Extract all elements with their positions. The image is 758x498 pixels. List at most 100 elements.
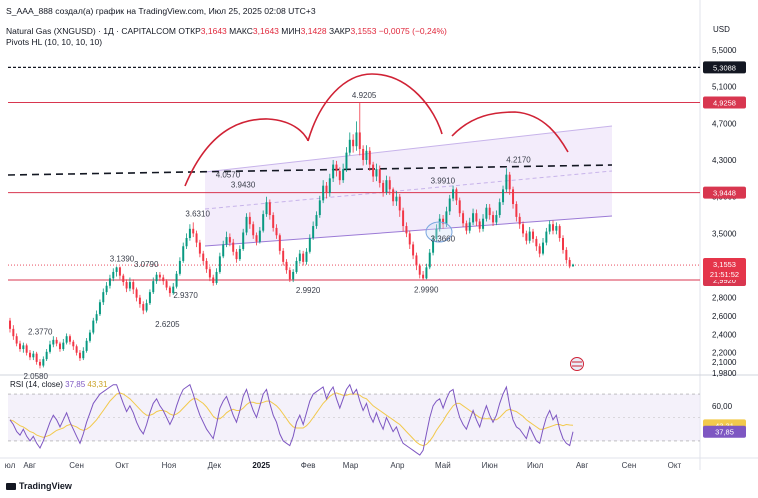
candle[interactable]	[498, 198, 501, 218]
candle[interactable]	[528, 226, 531, 244]
candle[interactable]	[428, 249, 431, 270]
candle[interactable]	[292, 269, 295, 283]
candle[interactable]	[368, 147, 371, 171]
candle[interactable]	[405, 222, 408, 238]
candle[interactable]	[565, 247, 568, 264]
candle[interactable]	[172, 282, 175, 295]
candle[interactable]	[298, 249, 301, 264]
candle[interactable]	[55, 337, 58, 347]
candle[interactable]	[152, 277, 155, 294]
candle[interactable]	[275, 224, 278, 239]
candle[interactable]	[212, 274, 215, 286]
candle[interactable]	[342, 163, 345, 183]
rsi-ma-line[interactable]	[9, 392, 574, 447]
candle[interactable]	[505, 168, 508, 193]
candle[interactable]	[438, 214, 441, 232]
candle[interactable]	[412, 241, 415, 260]
candle[interactable]	[95, 310, 98, 324]
candle[interactable]	[222, 240, 225, 259]
candle[interactable]	[42, 356, 45, 368]
candle[interactable]	[422, 271, 425, 281]
candle[interactable]	[98, 299, 101, 317]
rsi-line[interactable]	[9, 383, 574, 456]
candle[interactable]	[38, 359, 41, 369]
candle[interactable]	[318, 195, 321, 218]
candle[interactable]	[312, 221, 315, 240]
candle[interactable]	[148, 289, 151, 305]
candle[interactable]	[175, 271, 178, 289]
candle[interactable]	[32, 350, 35, 361]
candle[interactable]	[248, 212, 251, 229]
candle[interactable]	[142, 301, 145, 315]
candle[interactable]	[132, 279, 135, 294]
candle[interactable]	[345, 147, 348, 172]
candle[interactable]	[208, 266, 211, 282]
candle[interactable]	[545, 227, 548, 246]
candle[interactable]	[232, 238, 235, 256]
candle[interactable]	[178, 257, 181, 276]
candle[interactable]	[482, 214, 485, 232]
candle[interactable]	[282, 248, 285, 266]
candle[interactable]	[325, 182, 328, 199]
candle[interactable]	[162, 274, 165, 285]
candle[interactable]	[402, 207, 405, 232]
candle[interactable]	[85, 338, 88, 353]
candle[interactable]	[25, 343, 28, 356]
candle[interactable]	[265, 196, 268, 217]
candle[interactable]	[315, 211, 318, 229]
candle[interactable]	[548, 220, 551, 235]
candle[interactable]	[285, 259, 288, 274]
candle[interactable]	[322, 180, 325, 204]
candle[interactable]	[22, 342, 25, 353]
candle[interactable]	[255, 232, 258, 246]
candle[interactable]	[19, 340, 21, 352]
candle[interactable]	[258, 226, 261, 244]
candle[interactable]	[392, 187, 395, 206]
candle[interactable]	[72, 339, 75, 350]
candle[interactable]	[245, 213, 248, 236]
tradingview-logo[interactable]: TradingView	[6, 481, 72, 491]
low-highlight-circle[interactable]	[425, 221, 453, 243]
candle[interactable]	[65, 333, 68, 345]
candle[interactable]	[348, 132, 351, 156]
candle[interactable]	[335, 160, 338, 177]
candle[interactable]	[295, 257, 298, 274]
candle[interactable]	[385, 175, 388, 195]
candle[interactable]	[452, 185, 455, 202]
channel-lower-line[interactable]	[204, 215, 613, 247]
candle[interactable]	[485, 204, 488, 222]
candle[interactable]	[82, 347, 85, 361]
candle[interactable]	[418, 263, 421, 279]
candle[interactable]	[358, 103, 361, 156]
head-arc[interactable]	[307, 73, 443, 142]
candle[interactable]	[552, 220, 555, 235]
candle[interactable]	[365, 145, 368, 165]
candle[interactable]	[415, 252, 418, 271]
candle[interactable]	[182, 242, 185, 263]
candle[interactable]	[458, 197, 461, 217]
right-shoulder-arc[interactable]	[451, 111, 569, 153]
candle[interactable]	[108, 274, 111, 289]
candle[interactable]	[305, 248, 308, 265]
candle[interactable]	[308, 234, 311, 254]
symbol-ohlc-line[interactable]: Natural Gas (XNGUSD) · 1Д · CAPITALCOM О…	[6, 26, 447, 36]
candle[interactable]	[88, 329, 91, 343]
rsi-indicator-label[interactable]: RSI (14, close) 37,85 43,31	[10, 380, 108, 389]
candle[interactable]	[355, 121, 358, 151]
candle[interactable]	[12, 325, 15, 340]
candle[interactable]	[115, 266, 118, 277]
candle[interactable]	[198, 239, 201, 258]
candle[interactable]	[468, 217, 471, 234]
candle[interactable]	[145, 299, 148, 313]
candle[interactable]	[58, 341, 61, 352]
candle[interactable]	[272, 212, 275, 232]
candle[interactable]	[472, 208, 475, 226]
candle[interactable]	[52, 336, 55, 348]
candle[interactable]	[328, 173, 331, 197]
candle[interactable]	[352, 134, 355, 153]
candle[interactable]	[195, 230, 198, 248]
candle[interactable]	[495, 210, 498, 226]
candle[interactable]	[432, 235, 435, 256]
candle[interactable]	[535, 236, 538, 251]
